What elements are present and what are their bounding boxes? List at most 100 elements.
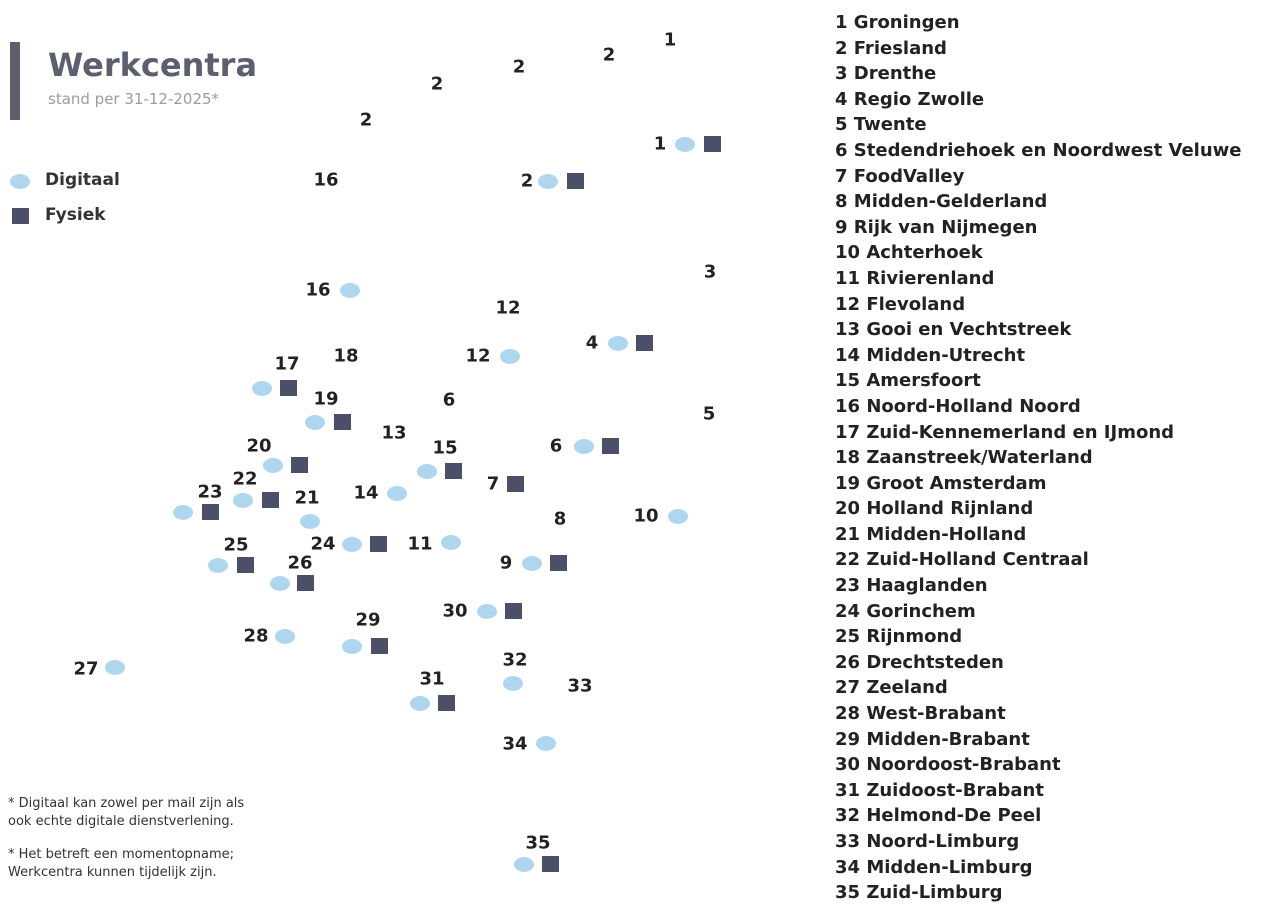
region-item: 28 West-Brabant — [835, 703, 1006, 725]
digital-marker — [342, 639, 362, 654]
map-label: 24 — [310, 533, 336, 555]
digital-marker — [233, 493, 253, 508]
physical-marker — [334, 414, 351, 430]
note: Werkcentra kunnen tijdelijk zijn. — [8, 865, 217, 880]
map-label: 18 — [333, 345, 359, 367]
map-label: 4 — [585, 332, 599, 354]
subtitle: stand per 31-12-2025* — [48, 90, 220, 108]
digital-marker — [263, 458, 283, 473]
map-label: 1 — [663, 29, 677, 51]
digital-marker — [675, 137, 695, 152]
map-label: 34 — [502, 733, 528, 755]
map-label: 26 — [287, 552, 313, 574]
region-item: 22 Zuid-Holland Centraal — [835, 549, 1089, 571]
region-item: 4 Regio Zwolle — [835, 88, 985, 110]
map-label: 33 — [567, 675, 593, 697]
map-label: 30 — [442, 600, 468, 622]
map-label: 14 — [353, 482, 379, 504]
region-item: 12 Flevoland — [835, 293, 966, 315]
physical-marker — [297, 575, 314, 591]
map-label: 16 — [305, 279, 331, 301]
note: ook echte digitale dienstverlening. — [8, 814, 234, 829]
title: Werkcentra — [48, 46, 258, 84]
digital-marker — [410, 696, 430, 711]
map-label: 2 — [520, 170, 534, 192]
region-item: 16 Noord-Holland Noord — [835, 395, 1081, 417]
region-item: 2 Friesland — [835, 37, 947, 59]
region-item: 15 Amersfoort — [835, 370, 981, 392]
region-item: 6 Stedendriehoek en Noordwest Veluwe — [835, 139, 1242, 161]
region-item: 33 Noord-Limburg — [835, 831, 1020, 852]
digital-marker — [477, 604, 497, 619]
map-label: 6 — [442, 389, 456, 411]
map-label: 23 — [197, 481, 223, 503]
digital-marker — [503, 676, 523, 691]
digital-marker — [514, 857, 534, 872]
digital-marker — [500, 349, 520, 364]
region-item: 7 FoodValley — [835, 165, 965, 187]
map-label: 17 — [274, 353, 300, 375]
digital-marker — [252, 381, 272, 396]
digital-marker — [441, 535, 461, 550]
physical-marker — [438, 695, 455, 711]
map-label: 29 — [355, 609, 381, 631]
digital-marker — [275, 629, 295, 644]
digital-marker — [342, 537, 362, 552]
map-label: 2 — [602, 44, 616, 66]
region-item: 30 Noordoost-Brabant — [835, 754, 1061, 776]
physical-marker — [370, 536, 387, 552]
region-item: 13 Gooi en Vechtstreek — [835, 319, 1072, 341]
physical-marker — [280, 380, 297, 396]
digital-marker — [340, 283, 360, 298]
digital-marker — [536, 736, 556, 751]
digital-marker — [300, 514, 320, 529]
map-label: 5 — [702, 403, 716, 425]
physical-marker — [704, 136, 721, 152]
map-label: 32 — [502, 649, 528, 671]
region-item: 1 Groningen — [835, 12, 960, 33]
physical-marker — [550, 555, 567, 571]
digital-marker — [305, 415, 325, 430]
map-label: 31 — [419, 668, 445, 690]
map-label: 12 — [465, 345, 491, 367]
map-label: 8 — [553, 508, 567, 530]
map-label: 7 — [486, 473, 500, 495]
physical-marker — [291, 457, 308, 473]
physical-marker — [636, 335, 653, 351]
map-label: 21 — [294, 487, 320, 509]
physical-marker — [507, 476, 524, 492]
digital-marker — [522, 556, 542, 571]
map-label: 20 — [246, 435, 272, 457]
map-label: 15 — [432, 437, 458, 459]
region-item: 9 Rijk van Nijmegen — [835, 216, 1038, 238]
region-item: 21 Midden-Holland — [835, 523, 1027, 545]
legend-physical-icon — [12, 208, 29, 224]
region-item: 18 Zaanstreek/Waterland — [835, 447, 1093, 469]
physical-marker — [542, 856, 559, 872]
region-item: 19 Groot Amsterdam — [835, 472, 1047, 494]
legend-digital: Digitaal — [45, 170, 120, 190]
digital-marker — [270, 576, 290, 591]
digital-marker — [105, 660, 125, 675]
legend-physical: Fysiek — [45, 205, 106, 225]
physical-marker — [262, 492, 279, 508]
digital-marker — [538, 174, 558, 189]
region-item: 34 Midden-Limburg — [835, 856, 1033, 878]
map-label: 2 — [430, 73, 444, 95]
physical-marker — [602, 438, 619, 454]
map-label: 25 — [223, 534, 249, 556]
physical-marker — [202, 504, 219, 520]
map-label: 22 — [232, 468, 258, 490]
note: * Digitaal kan zowel per mail zijn als — [8, 796, 245, 811]
map-label: 35 — [525, 832, 551, 854]
map-label: 19 — [313, 388, 339, 410]
region-item: 25 Rijnmond — [835, 626, 963, 648]
region-item: 3 Drenthe — [835, 63, 937, 85]
physical-marker — [237, 557, 254, 573]
region-item: 17 Zuid-Kennemerland en IJmond — [835, 421, 1175, 443]
region-item: 29 Midden-Brabant — [835, 728, 1030, 750]
region-item: 35 Zuid-Limburg — [835, 882, 1003, 904]
map-label: 27 — [73, 658, 99, 680]
digital-marker — [574, 439, 594, 454]
